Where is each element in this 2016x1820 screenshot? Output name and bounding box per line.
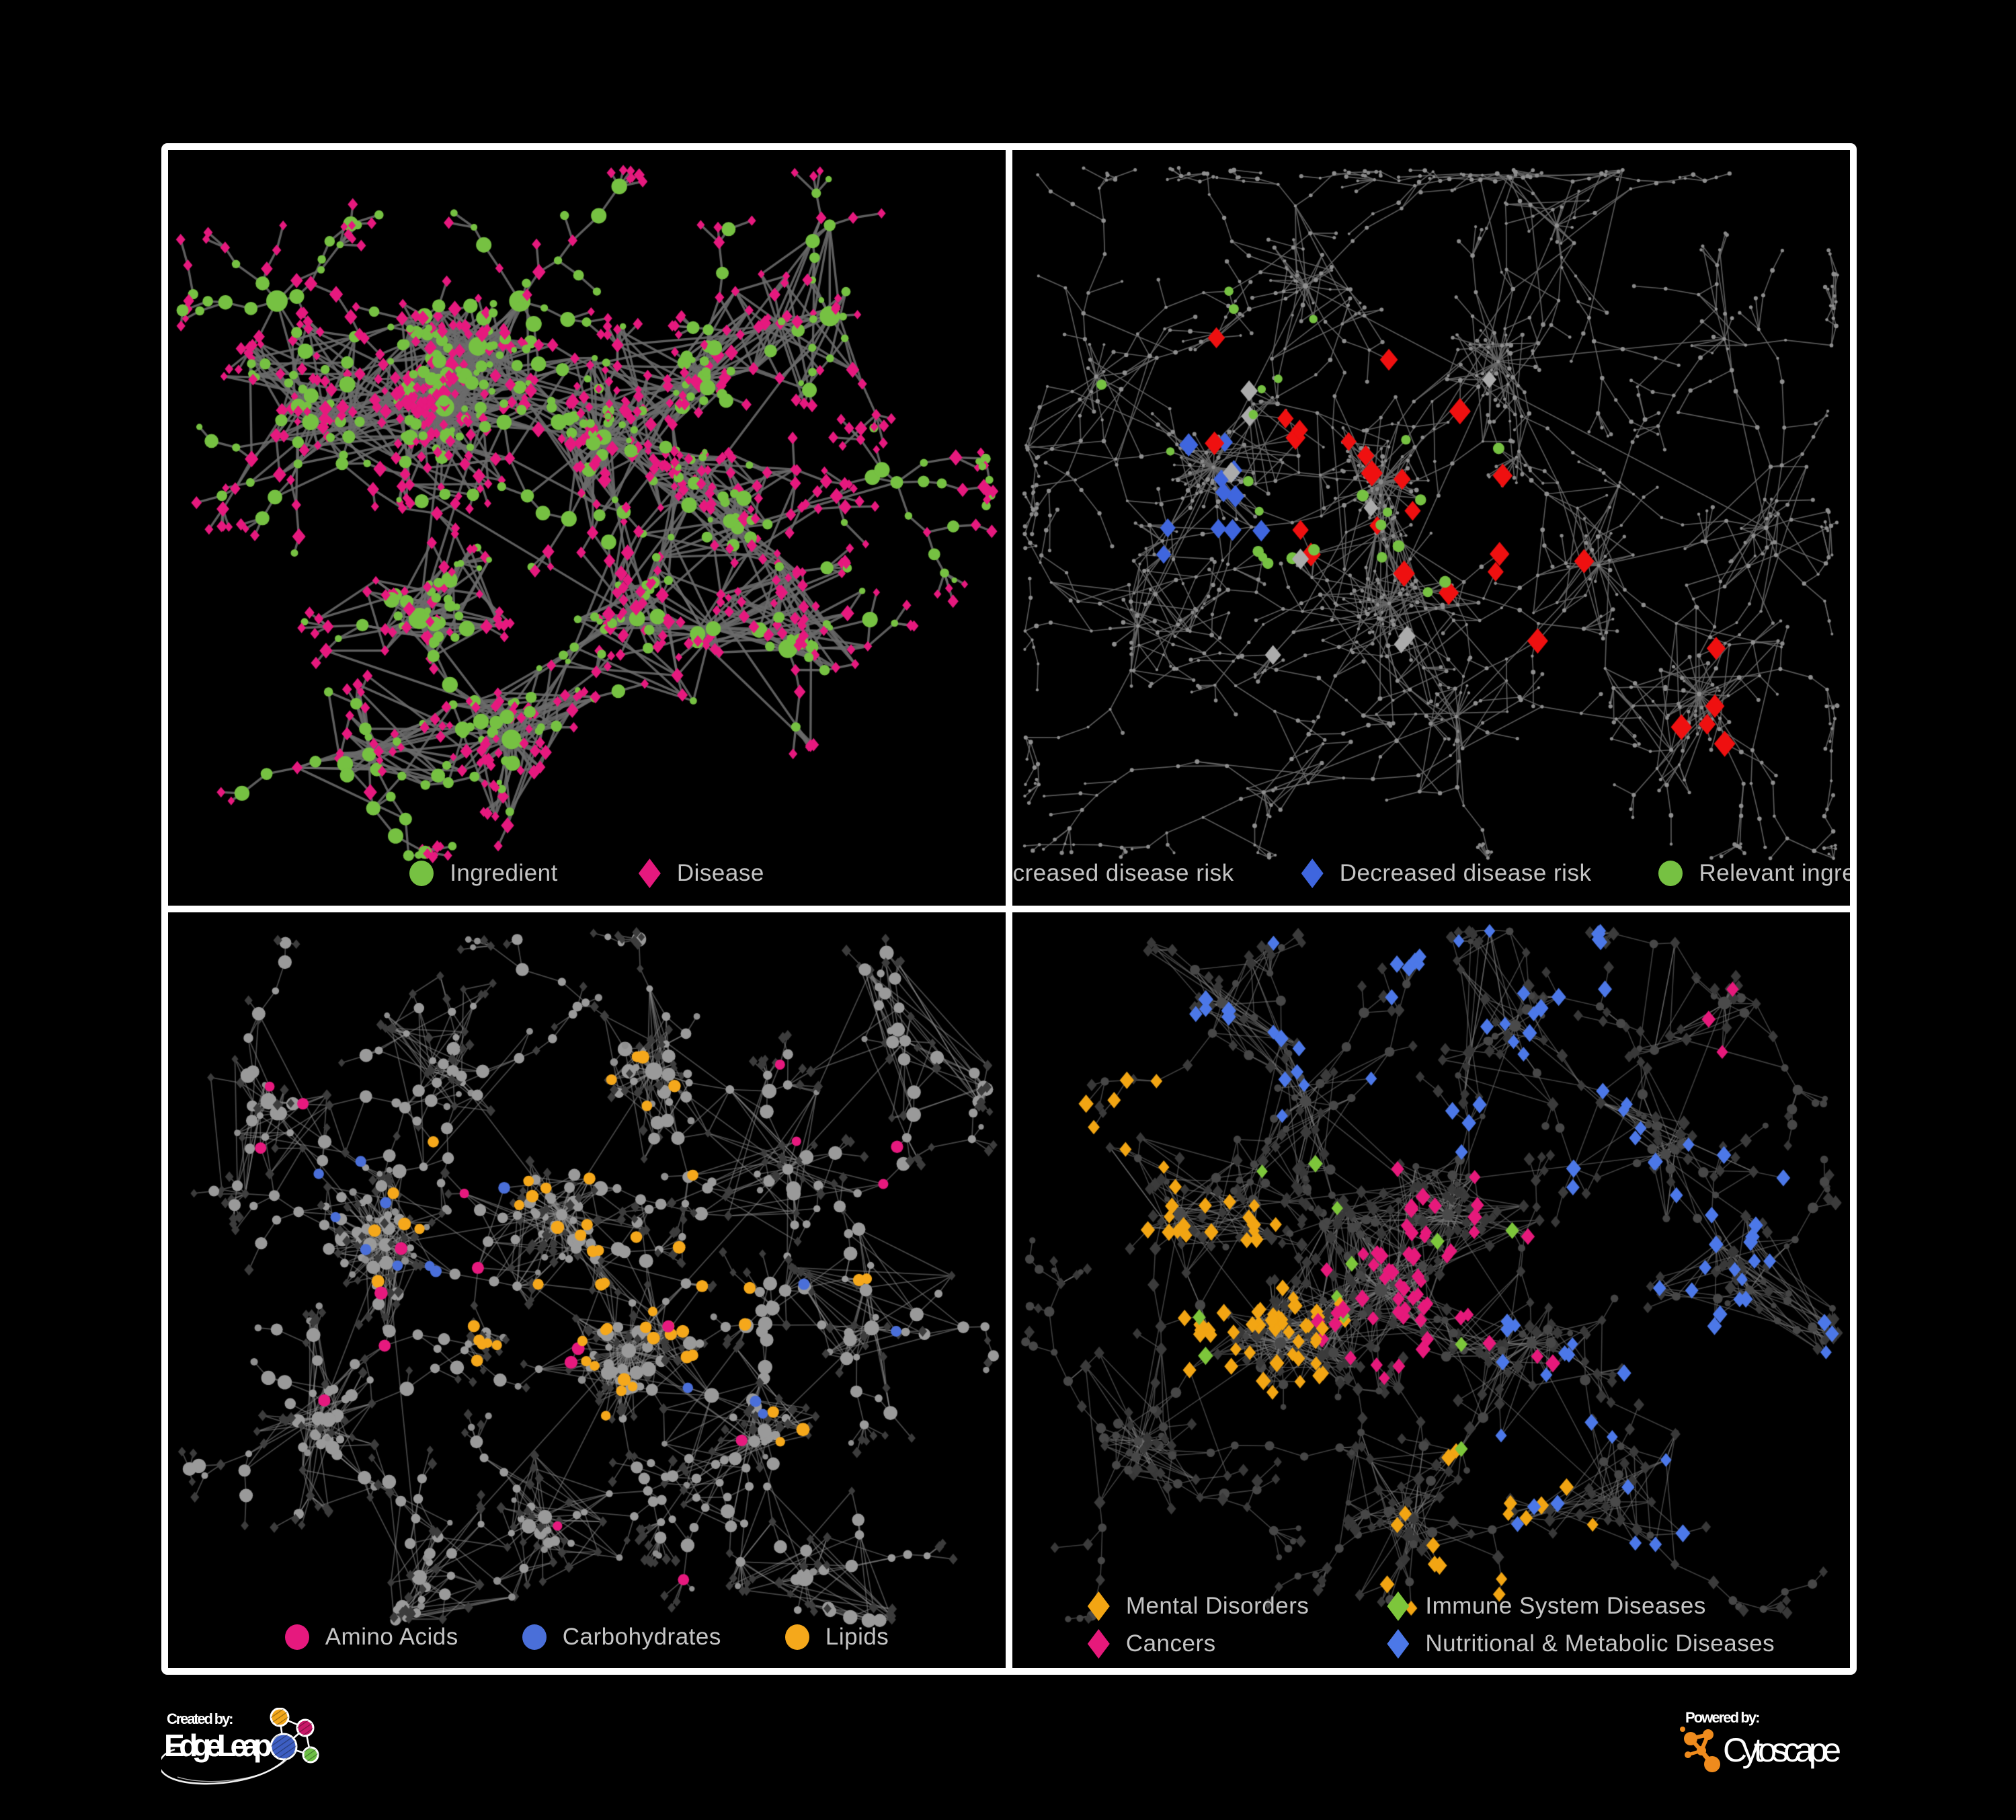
legend-nutrient-classes: Amino Acids Carbohydrates Lipids — [168, 1624, 1006, 1651]
panel-disease-classes: Mental Disorders Immune System Diseases … — [1012, 912, 1850, 1668]
legend-item: Amino Acids — [284, 1624, 458, 1651]
legend-label: Cancers — [1125, 1630, 1216, 1657]
legend-item: Mental Disorders — [1087, 1591, 1309, 1621]
cytoscape-logo: Powered by: Cytoscape — [1680, 1709, 1841, 1772]
mental-disorders-diamond-icon — [1087, 1591, 1110, 1621]
legend-disease-classes: Mental Disorders Immune System Diseases … — [1012, 1591, 1850, 1659]
legend-label: Increased disease risk — [1012, 860, 1234, 886]
panel-nutrient-classes: Amino Acids Carbohydrates Lipids — [168, 912, 1006, 1668]
legend-label: Ingredient — [450, 860, 558, 886]
legend-label: Decreased disease risk — [1339, 860, 1592, 886]
legend-item: Carbohydrates — [522, 1624, 721, 1651]
legend-label: Lipids — [825, 1624, 889, 1650]
amino-acids-circle-icon — [284, 1624, 309, 1650]
created-by-label: Created by: — [167, 1710, 234, 1727]
network-graph-ingredient-disease — [168, 150, 1006, 906]
legend-item: Relevant ingredient — [1658, 860, 1850, 887]
relevant-ingredient-circle-icon — [1658, 861, 1683, 886]
network-graph-disease-risk — [1012, 150, 1850, 906]
legend-label: Disease — [676, 860, 764, 886]
legend-item: Decreased disease risk — [1301, 859, 1592, 888]
legend-label: Mental Disorders — [1125, 1593, 1309, 1619]
panel-ingredient-disease: Ingredient Disease — [168, 150, 1006, 906]
legend-ingredient-disease: Ingredient Disease — [168, 859, 1006, 888]
legend-item: Cancers — [1087, 1629, 1309, 1659]
legend-label: Immune System Diseases — [1425, 1593, 1706, 1619]
legend-item: Disease — [638, 859, 764, 888]
network-graph-disease-classes — [1012, 912, 1850, 1668]
cytoscape-icon — [1680, 1727, 1720, 1772]
disease-diamond-icon — [638, 859, 661, 888]
legend-item: Immune System Diseases — [1387, 1591, 1775, 1621]
legend-label: Relevant ingredient — [1699, 860, 1850, 886]
panel-disease-risk: Increased disease risk Decreased disease… — [1012, 150, 1850, 906]
legend-label: Nutritional & Metabolic Diseases — [1425, 1630, 1775, 1657]
legend-disease-risk: Increased disease risk Decreased disease… — [1012, 859, 1850, 888]
edgeleap-wordmark: EdgeLeap — [164, 1728, 272, 1763]
edgeleap-node-blue — [270, 1733, 298, 1761]
network-grid: Ingredient Disease Increased disease ris… — [161, 143, 1857, 1675]
edgeleap-node-magenta — [296, 1718, 315, 1737]
carbohydrates-circle-icon — [522, 1624, 547, 1650]
cancers-diamond-icon — [1087, 1629, 1110, 1659]
nutritional-metabolic-diseases-diamond-icon — [1387, 1629, 1410, 1659]
legend-item: Nutritional & Metabolic Diseases — [1387, 1629, 1775, 1659]
legend-label: Carbohydrates — [562, 1624, 721, 1650]
legend-item: Increased disease risk — [1012, 859, 1234, 888]
ingredient-circle-icon — [409, 861, 434, 886]
legend-item: Lipids — [784, 1624, 889, 1651]
powered-by-label: Powered by: — [1685, 1709, 1761, 1726]
immune-system-diseases-diamond-icon — [1387, 1591, 1410, 1621]
decreased-risk-diamond-icon — [1301, 859, 1324, 888]
edgeleap-node-orange — [270, 1708, 290, 1727]
legend-label: Amino Acids — [325, 1624, 458, 1650]
network-graph-nutrient-classes — [168, 912, 1006, 1668]
cytoscape-wordmark: Cytoscape — [1723, 1731, 1841, 1769]
edgeleap-swoosh — [161, 1748, 294, 1785]
lipids-circle-icon — [784, 1624, 809, 1650]
legend-item: Ingredient — [409, 860, 558, 887]
edgeleap-node-green — [302, 1746, 319, 1764]
edgeleap-logo: Created by: EdgeLeap — [161, 1708, 319, 1785]
edgeleap-node-cluster — [270, 1708, 319, 1764]
